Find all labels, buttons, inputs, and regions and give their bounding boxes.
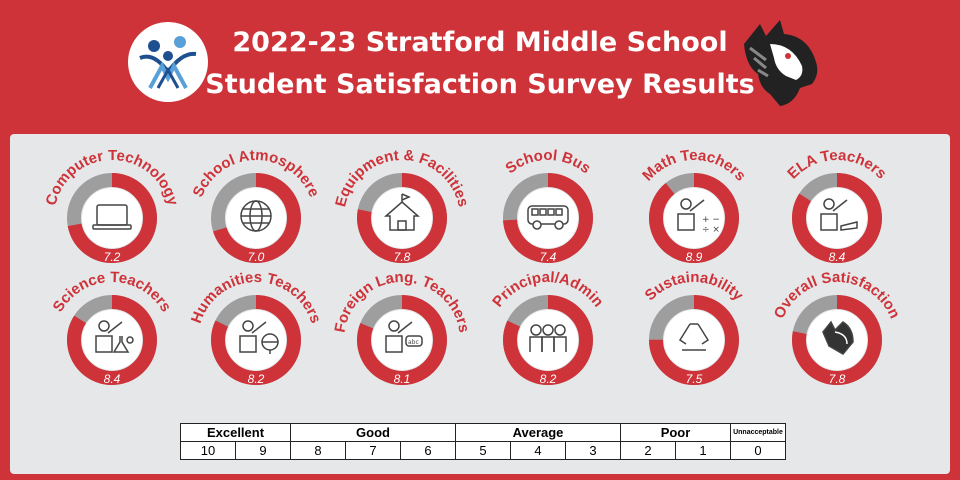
donut-value-label: 7.5 (686, 372, 703, 386)
donut-value-label: 8.2 (540, 372, 557, 386)
people-group-icon (529, 324, 567, 352)
donut-center (518, 310, 578, 370)
donut-value-arc (649, 173, 739, 263)
page-title: 2022-23 Stratford Middle School Student … (200, 22, 760, 106)
donut-value-label: 7.2 (104, 250, 121, 264)
donut-value-arc (649, 295, 739, 385)
donut-center (226, 188, 286, 248)
bus-icon (527, 205, 569, 230)
results-panel (10, 134, 950, 474)
donut-value-label: 8.9 (686, 250, 703, 264)
donut-value-label: 7.4 (540, 250, 557, 264)
donut-value-arc (67, 173, 157, 263)
donut-value-label: 7.8 (829, 372, 846, 386)
donut-value-label: 7.0 (248, 250, 265, 264)
humanities-teacher-icon (239, 320, 279, 354)
donut-chart: 7.4 School Bus (502, 147, 593, 264)
science-teacher-icon (95, 320, 134, 353)
scale-value: 8 (290, 441, 346, 460)
globe-icon (240, 200, 272, 232)
scale-value: 5 (455, 441, 511, 460)
ela-teacher-icon (820, 198, 858, 231)
school-house-icon (384, 193, 420, 231)
donut-center (82, 188, 142, 248)
scale-value: 3 (565, 441, 621, 460)
scale-group-unacceptable: Unnacceptable (730, 423, 786, 442)
scale-value: 4 (510, 441, 566, 460)
scale-group-poor: Poor (620, 423, 731, 442)
donut-value-label: 8.4 (104, 372, 121, 386)
math-teacher-icon: + −÷ × (677, 198, 720, 235)
scale-value: 1 (675, 441, 731, 460)
donut-value-label: 8.4 (829, 250, 846, 264)
title-line-2: Student Satisfaction Survey Results (205, 69, 755, 100)
svg-text:÷ ×: ÷ × (702, 225, 720, 235)
language-teacher-icon: abc (385, 320, 423, 353)
donut-value-label: 8.1 (394, 372, 411, 386)
recycle-icon (678, 323, 710, 351)
donut-value-label: 7.8 (394, 250, 411, 264)
donut-category-label: School Bus (502, 147, 593, 177)
scale-value: 10 (180, 441, 236, 460)
svg-text:+ −: + − (702, 215, 720, 225)
donut-value-arc (211, 173, 301, 263)
donut-value-arc (67, 295, 157, 385)
svg-text:abc: abc (408, 339, 419, 346)
donut-value-arc (357, 173, 447, 263)
donut-value-arc (503, 295, 593, 385)
organization-logo (128, 22, 208, 102)
mustang-mascot-logo (730, 14, 826, 110)
donut-value-arc (792, 173, 882, 263)
donut-value-label: 8.2 (248, 372, 265, 386)
donut-center (664, 310, 724, 370)
scale-value: 9 (235, 441, 291, 460)
scale-value: 7 (345, 441, 401, 460)
scale-group-average: Average (455, 423, 621, 442)
header-banner: 2022-23 Stratford Middle School Student … (0, 0, 960, 128)
scale-value: 6 (400, 441, 456, 460)
scale-value: 0 (730, 441, 786, 460)
title-line-1: 2022-23 Stratford Middle School (232, 27, 728, 58)
scale-group-good: Good (290, 423, 456, 442)
laptop-icon (92, 204, 132, 230)
scale-group-excellent: Excellent (180, 423, 291, 442)
rating-scale-legend: Excellent Good Average Poor Unnacceptabl… (180, 423, 786, 460)
scale-value: 2 (620, 441, 676, 460)
mustang-icon (822, 320, 854, 355)
donut-value-arc (792, 295, 882, 385)
donut-value-arc (357, 295, 447, 385)
donut-value-arc (211, 295, 301, 385)
donut-value-arc (503, 173, 593, 263)
